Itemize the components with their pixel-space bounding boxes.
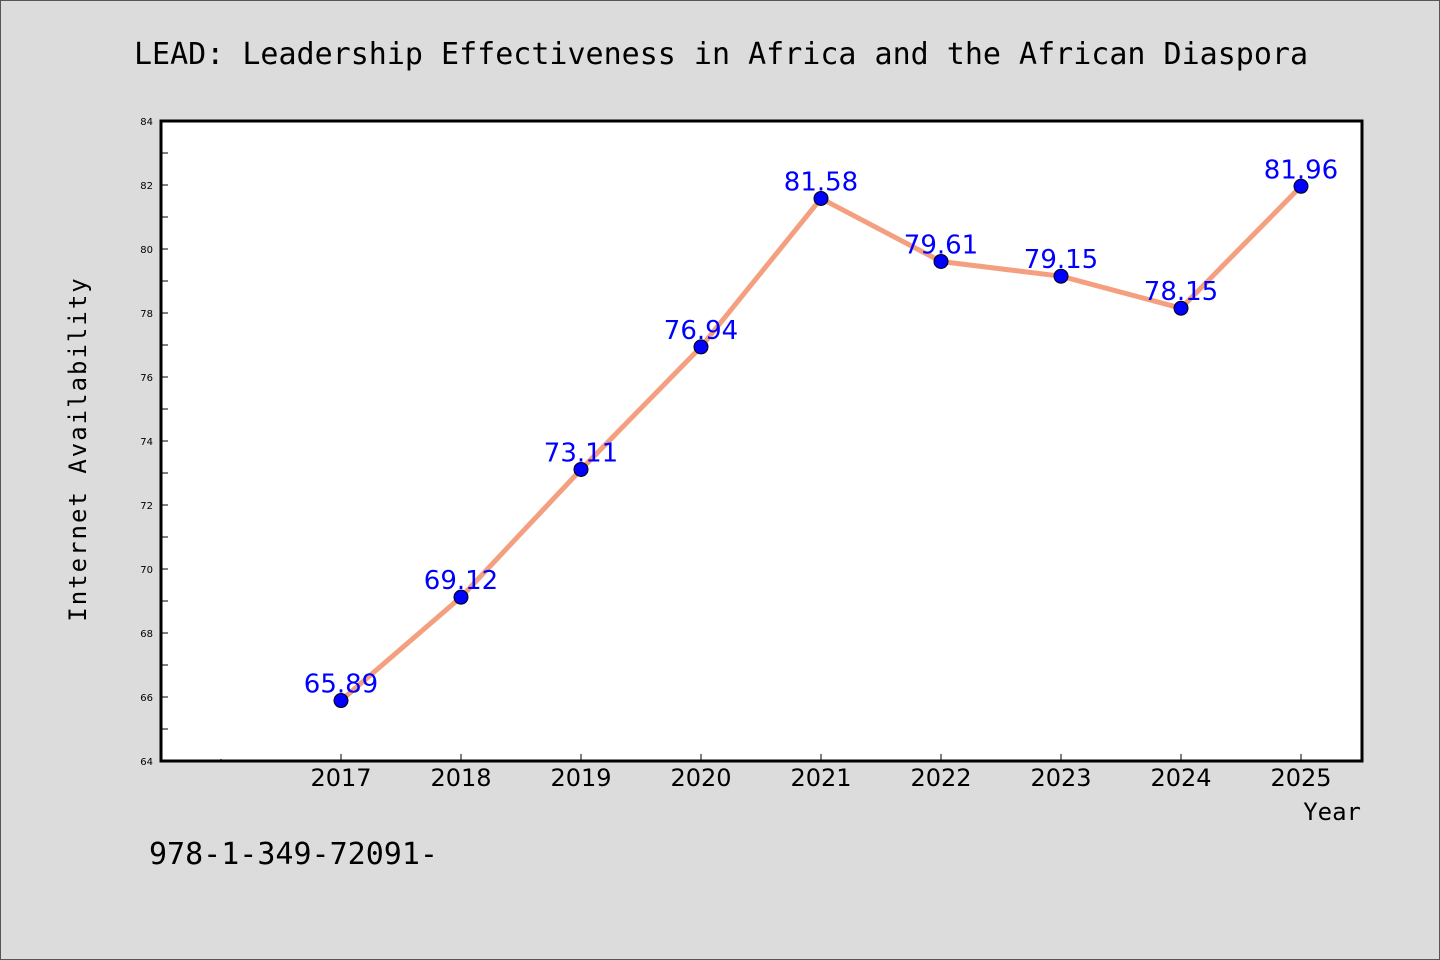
data-label: 73.11: [544, 438, 618, 468]
data-label: 79.15: [1024, 245, 1098, 275]
data-point: [693, 339, 709, 355]
y-tick-label: 70: [140, 565, 153, 576]
y-tick-label: 72: [140, 501, 153, 512]
x-tick-label: 2025: [1270, 764, 1331, 792]
data-point: [1293, 178, 1309, 194]
y-tick-label: 68: [140, 629, 153, 640]
x-axis: 2017 2018 2019 2020 2021 2022 2023 2024 2025: [220, 754, 1332, 792]
y-tick-label: 66: [140, 693, 153, 704]
y-tick-label: 64: [140, 757, 153, 768]
x-tick-label: 2021: [790, 764, 851, 792]
data-labels: 65.89 69.12 73.11 76.94 81.58 79.61 79.15 78.15…: [304, 155, 1338, 699]
data-label: 78.15: [1144, 277, 1218, 307]
series-markers: [333, 178, 1309, 709]
data-label: 76.94: [664, 316, 738, 346]
data-point: [813, 190, 829, 206]
x-tick-label: 2018: [430, 764, 491, 792]
footer-text: 978-1-349-72091-: [149, 837, 438, 872]
data-label: 81.96: [1264, 155, 1338, 185]
data-point: [933, 253, 949, 269]
chart-title: LEAD: Leadership Effectiveness in Africa…: [134, 37, 1308, 72]
data-point: [573, 461, 589, 477]
data-point: [1173, 300, 1189, 316]
y-tick-label: 84: [140, 117, 153, 128]
data-point: [333, 693, 349, 709]
x-tick-label: 2019: [550, 764, 611, 792]
y-axis: 64 66 68 70 72 74 76 78 80 82 84: [140, 117, 168, 768]
data-point: [453, 589, 469, 605]
data-label: 65.89: [304, 670, 378, 700]
y-tick-label: 74: [140, 437, 153, 448]
x-tick-label: 2017: [310, 764, 371, 792]
data-label: 69.12: [424, 566, 498, 596]
x-axis-label: Year: [1303, 798, 1361, 826]
data-point: [1053, 268, 1069, 284]
y-axis-label: Internet Availability: [64, 276, 92, 621]
plot-area: [159, 119, 1364, 763]
x-tick-label: 2023: [1030, 764, 1091, 792]
data-label: 81.58: [784, 167, 858, 197]
x-tick-label: 2022: [910, 764, 971, 792]
x-tick-label: 2020: [670, 764, 731, 792]
data-label: 79.61: [904, 230, 978, 260]
x-tick-label: 2024: [1150, 764, 1211, 792]
y-tick-label: 76: [140, 373, 153, 384]
y-tick-label: 80: [140, 245, 153, 256]
y-tick-label: 82: [140, 181, 153, 192]
y-tick-label: 78: [140, 309, 153, 320]
